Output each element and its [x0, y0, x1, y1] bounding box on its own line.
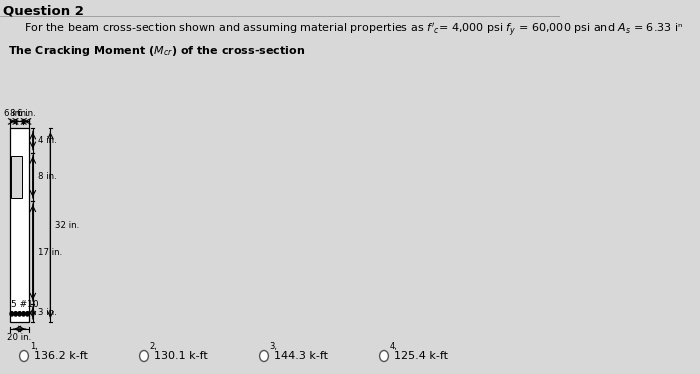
Circle shape	[379, 350, 389, 362]
Text: 4,: 4,	[390, 341, 398, 350]
Text: 17 in.: 17 in.	[38, 248, 62, 257]
Bar	[10, 128, 29, 322]
Circle shape	[260, 350, 268, 362]
Text: 136.2 k-ft: 136.2 k-ft	[34, 351, 88, 361]
Text: 8 in.: 8 in.	[10, 109, 29, 118]
Text: 6 in.: 6 in.	[17, 109, 36, 118]
Text: 6 in.: 6 in.	[4, 109, 22, 118]
Text: 32 in.: 32 in.	[55, 221, 80, 230]
Text: 1,: 1,	[29, 341, 38, 350]
Text: 3,: 3,	[270, 341, 278, 350]
Text: Question 2: Question 2	[4, 4, 84, 17]
Circle shape	[10, 312, 13, 316]
Text: 4 in.: 4 in.	[38, 136, 57, 145]
Text: 8 in.: 8 in.	[38, 172, 57, 181]
Circle shape	[139, 350, 148, 362]
Bar	[11, 156, 22, 198]
Circle shape	[18, 312, 22, 316]
Text: 20 in.: 20 in.	[8, 334, 32, 343]
Circle shape	[22, 312, 25, 316]
Text: 2,: 2,	[150, 341, 158, 350]
Text: 144.3 k-ft: 144.3 k-ft	[274, 351, 328, 361]
Text: 3 in.: 3 in.	[38, 309, 57, 318]
Circle shape	[26, 312, 29, 316]
Text: 5 #10: 5 #10	[11, 300, 38, 309]
Text: For the beam cross-section shown and assuming material properties as $f'_c$= 4,0: For the beam cross-section shown and ass…	[24, 22, 683, 39]
Text: The Cracking Moment ($M_{cr}$) of the cross-section: The Cracking Moment ($M_{cr}$) of the cr…	[8, 44, 305, 58]
Circle shape	[14, 312, 18, 316]
Circle shape	[20, 350, 29, 362]
Text: 130.1 k-ft: 130.1 k-ft	[153, 351, 207, 361]
Text: 125.4 k-ft: 125.4 k-ft	[393, 351, 447, 361]
